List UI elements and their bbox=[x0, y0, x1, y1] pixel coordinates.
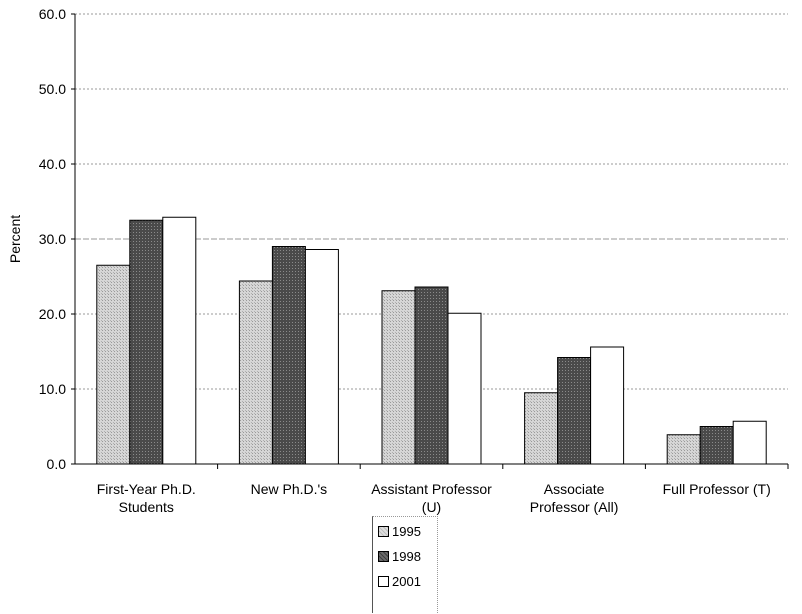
bar-1995 bbox=[96, 264, 131, 465]
bar-1995 bbox=[524, 392, 559, 465]
legend-swatch-2001 bbox=[378, 575, 389, 587]
bar-1998 bbox=[271, 246, 306, 465]
bar-1998 bbox=[557, 357, 592, 465]
legend-swatch-1998 bbox=[378, 550, 389, 562]
legend-label: 1995 bbox=[392, 523, 421, 539]
y-tick-label: 30.0 bbox=[39, 231, 66, 247]
y-tick-label: 40.0 bbox=[39, 156, 66, 172]
x-tick-label: New Ph.D.'s bbox=[251, 481, 328, 497]
bar-1998 bbox=[129, 219, 164, 465]
bar-1998 bbox=[699, 426, 734, 465]
y-tick-label: 0.0 bbox=[47, 456, 67, 472]
y-tick-label: 60.0 bbox=[39, 6, 66, 22]
legend-label: 1998 bbox=[392, 548, 421, 564]
bar-1998 bbox=[414, 286, 449, 465]
x-tick-label: First-Year Ph.D. bbox=[97, 481, 196, 497]
bars bbox=[96, 216, 767, 465]
axes bbox=[71, 13, 789, 469]
bar-2001 bbox=[590, 346, 625, 465]
legend-item-2001: 2001 bbox=[373, 570, 437, 592]
y-tick-label: 50.0 bbox=[39, 81, 66, 97]
legend: 1995 1998 2001 bbox=[372, 516, 438, 613]
x-tick-label: Full Professor (T) bbox=[663, 481, 771, 497]
y-axis-title: Percent bbox=[7, 215, 23, 263]
x-tick-label: (U) bbox=[422, 499, 441, 515]
bar-2001 bbox=[447, 312, 482, 465]
bar-2001 bbox=[162, 216, 197, 465]
x-tick-label: Assistant Professor bbox=[371, 481, 492, 497]
legend-item-1998: 1998 bbox=[373, 545, 437, 567]
bar-2001 bbox=[732, 420, 767, 465]
x-tick-label: Associate bbox=[544, 481, 605, 497]
y-tick-label: 10.0 bbox=[39, 381, 66, 397]
tick-labels: 0.0 10.0 20.0 30.0 40.0 50.0 60.0 Percent First-… bbox=[7, 6, 771, 515]
x-tick-label: Students bbox=[119, 499, 174, 515]
legend-swatch-1995 bbox=[378, 525, 389, 537]
bar-1995 bbox=[666, 434, 701, 465]
legend-item-1995: 1995 bbox=[373, 520, 437, 542]
bar-1995 bbox=[238, 280, 273, 465]
x-tick-label: Professor (All) bbox=[530, 499, 619, 515]
bar-1995 bbox=[381, 290, 416, 465]
y-tick-label: 20.0 bbox=[39, 306, 66, 322]
legend-label: 2001 bbox=[392, 573, 421, 589]
bar-2001 bbox=[304, 249, 339, 465]
